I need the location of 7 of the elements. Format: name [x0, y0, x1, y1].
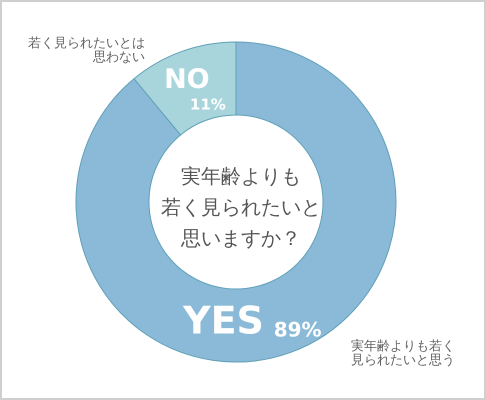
slice-label: YES	[182, 298, 264, 342]
text: 実年齢よりも若く見られたいと思いますか？	[161, 164, 321, 250]
slice-label: NO	[164, 64, 210, 96]
data-label: 89%	[274, 317, 322, 342]
data-label: 11%	[190, 96, 226, 114]
text: 実年齢よりも若く見られたいと思う	[351, 338, 456, 368]
text: 若く見られたいとは思わない	[28, 36, 145, 65]
